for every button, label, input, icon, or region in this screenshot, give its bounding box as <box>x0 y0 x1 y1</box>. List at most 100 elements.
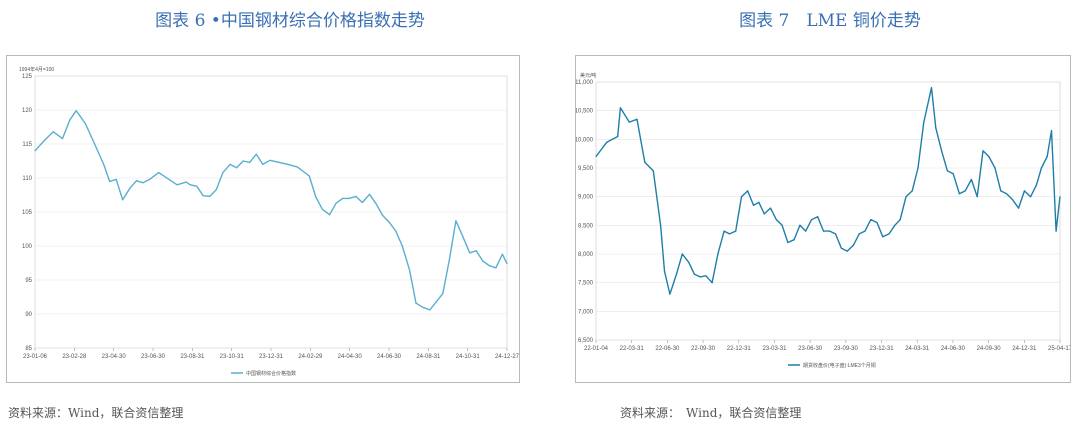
steel-data-point <box>196 185 198 187</box>
copper-data-point <box>717 253 719 255</box>
steel-x-tick-label: 23-08-31 <box>180 354 205 360</box>
copper-data-point <box>652 170 654 172</box>
steel-data-point <box>495 267 497 269</box>
steel-y-tick-label: 85 <box>25 346 32 352</box>
copper-data-point <box>958 193 960 195</box>
copper-data-point <box>1018 207 1020 209</box>
copper-data-point <box>805 230 807 232</box>
copper-data-point <box>763 213 765 215</box>
copper-x-tick-label: 22-03-31 <box>620 346 645 352</box>
steel-data-point <box>501 253 503 255</box>
copper-data-point <box>1030 196 1032 198</box>
copper-data-point <box>758 201 760 203</box>
steel-data-point <box>242 160 244 162</box>
copper-data-point <box>941 150 943 152</box>
steel-data-point <box>442 293 444 295</box>
copper-x-tick-label: 23-12-31 <box>870 346 895 352</box>
steel-data-point <box>415 302 417 304</box>
copper-data-point <box>976 196 978 198</box>
steel-x-tick-label: 23-06-30 <box>141 354 166 360</box>
steel-legend-label: 中国钢材综合价格指数 <box>246 370 296 377</box>
copper-data-point <box>935 127 937 129</box>
steel-data-point <box>475 250 477 252</box>
steel-data-point <box>149 178 151 180</box>
steel-data-point <box>278 161 280 163</box>
copper-y-tick-label: 11,000 <box>576 80 594 86</box>
steel-data-point <box>368 193 371 195</box>
steel-data-point <box>135 180 138 182</box>
steel-x-tick-label: 23-10-31 <box>220 354 245 360</box>
steel-data-point <box>84 123 86 125</box>
copper-data-point <box>1035 184 1037 186</box>
copper-data-point <box>864 230 866 232</box>
copper-data-point <box>817 216 819 218</box>
steel-data-point <box>222 172 224 174</box>
steel-data-point <box>43 140 45 142</box>
lme-copper-chart: 6,500 7,000 7,500 8,000 8,500 9,000 9,500 10,00… <box>576 72 1070 369</box>
steel-y-tick-label: 110 <box>22 176 32 182</box>
copper-data-point <box>636 118 638 120</box>
steel-y-tick-label: 100 <box>22 244 33 250</box>
steel-data-point <box>315 196 317 198</box>
copper-data-point <box>882 236 884 238</box>
steel-data-point <box>215 189 217 191</box>
steel-data-point <box>167 178 169 180</box>
copper-data-point <box>894 224 896 226</box>
copper-data-point <box>1000 190 1002 192</box>
source-note-copper: 资料来源： Wind，联合资信整理 <box>620 406 802 420</box>
copper-x-tick-label: 24-03-31 <box>905 346 930 352</box>
steel-data-point <box>455 220 457 222</box>
steel-data-point <box>236 167 238 169</box>
copper-unit-label: 美元/吨 <box>580 72 596 79</box>
copper-data-point <box>747 190 749 192</box>
copper-data-point <box>870 219 872 221</box>
steel-data-point <box>342 197 344 199</box>
steel-data-point <box>408 269 411 271</box>
steel-data-point <box>176 184 178 186</box>
steel-data-point <box>69 119 71 121</box>
copper-data-point <box>988 155 990 158</box>
copper-x-tick-label: 22-12-31 <box>727 346 752 352</box>
steel-data-point <box>506 263 508 265</box>
copper-data-point <box>619 107 621 109</box>
steel-data-point <box>109 180 111 182</box>
steel-data-point <box>103 163 105 165</box>
steel-data-point <box>52 131 54 133</box>
steel-data-point <box>94 143 96 145</box>
steel-x-tick-label: 24-10-31 <box>456 354 481 360</box>
copper-data-point <box>1059 196 1061 198</box>
copper-y-tick-label: 7,000 <box>578 309 594 315</box>
steel-data-point <box>422 306 424 308</box>
copper-data-point <box>781 224 783 226</box>
copper-data-point <box>1011 198 1013 201</box>
steel-unit-label: 1994年4月=100 <box>19 66 54 73</box>
copper-plot-area <box>595 81 1061 341</box>
copper-data-point <box>829 230 831 232</box>
copper-data-point <box>822 230 825 232</box>
copper-series-line <box>595 87 1061 295</box>
copper-y-tick-label: 9,000 <box>578 195 594 201</box>
steel-data-point <box>34 150 36 152</box>
copper-x-tick-label: 22-06-30 <box>655 346 680 352</box>
steel-data-point <box>269 159 271 161</box>
steel-y-tick-label: 105 <box>22 210 33 216</box>
copper-data-point <box>660 224 662 226</box>
steel-x-tick-label: 24-08-31 <box>416 354 441 360</box>
steel-y-tick-label: 95 <box>25 278 32 284</box>
steel-x-tick-label: 24-12-27 <box>495 354 519 360</box>
steel-data-point <box>142 182 144 184</box>
copper-data-point <box>858 233 860 235</box>
copper-data-point <box>775 219 777 221</box>
steel-data-point <box>122 199 124 201</box>
copper-y-tick-label: 7,500 <box>578 281 594 287</box>
copper-y-tick-label: 8,000 <box>578 252 594 258</box>
copper-data-point <box>606 141 608 143</box>
steel-data-point <box>129 187 131 189</box>
copper-data-point <box>994 167 996 169</box>
copper-data-point <box>595 155 597 158</box>
copper-data-point <box>970 178 972 181</box>
steel-data-point <box>202 195 204 197</box>
steel-x-tick-label: 23-12-31 <box>259 354 284 360</box>
steel-data-point <box>448 259 450 261</box>
steel-y-tick-label: 115 <box>22 142 32 148</box>
